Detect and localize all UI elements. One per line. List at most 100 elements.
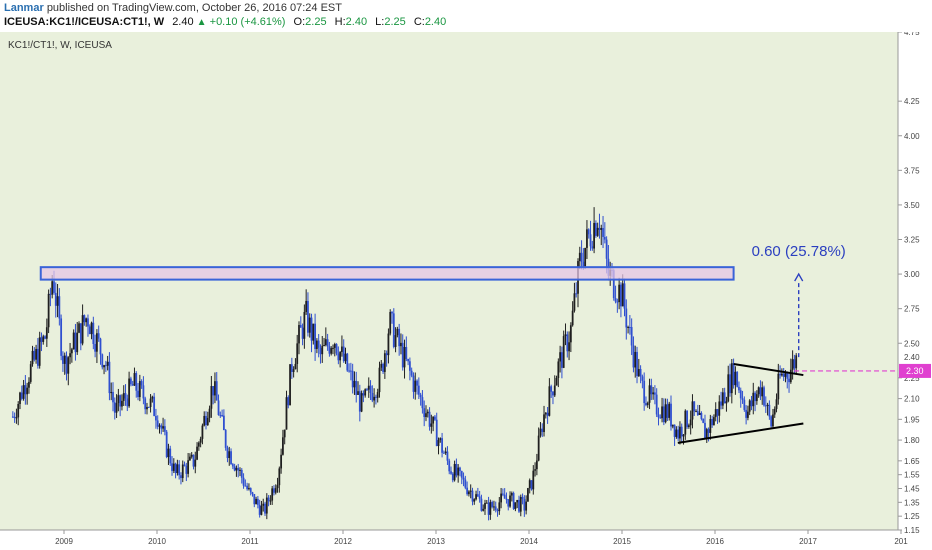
publisher-name[interactable]: Lanmar <box>4 2 44 14</box>
candle-body <box>49 293 52 295</box>
candle-body <box>144 398 147 410</box>
last-price: 2.40 <box>172 16 194 28</box>
candle-body <box>704 422 706 439</box>
candle-body <box>471 490 474 502</box>
candle-body <box>366 389 368 391</box>
candle-body <box>233 466 236 471</box>
candle-body <box>552 391 554 396</box>
candle-body <box>419 394 422 398</box>
candle-body <box>22 385 25 399</box>
candle-body <box>314 323 316 350</box>
candle-body <box>548 386 551 416</box>
candle-body <box>566 334 569 352</box>
candle-body <box>290 364 293 372</box>
candle-body <box>155 415 157 421</box>
candle-body <box>553 385 556 396</box>
candle-body <box>126 398 129 407</box>
candle-body <box>53 281 55 293</box>
open-label: O: <box>293 16 306 28</box>
candle-body <box>358 391 361 412</box>
candle-body <box>28 381 30 388</box>
candle-body <box>44 336 46 339</box>
candle-body <box>278 468 281 486</box>
candle-body <box>544 412 547 415</box>
candle-body <box>287 397 290 406</box>
candle-body <box>764 405 767 407</box>
price-axis[interactable] <box>898 32 932 550</box>
candle-body <box>385 353 388 356</box>
candle-body <box>702 418 705 423</box>
y-tick-label: 4.75 <box>904 32 920 37</box>
candle-body <box>383 353 386 372</box>
candle-body <box>421 397 424 409</box>
candle-body <box>239 469 241 471</box>
candle-body <box>255 498 257 505</box>
candle-body <box>373 396 376 401</box>
candle-body <box>110 391 113 394</box>
candle-body <box>15 417 18 419</box>
candle-body <box>512 493 515 509</box>
candle-body <box>435 419 438 447</box>
candle-body <box>786 373 789 379</box>
price-chart[interactable]: 0.60 (25.78%) 1.151.251.351.451.551.651.… <box>0 32 932 550</box>
candle-body <box>772 414 774 427</box>
candle-body <box>274 488 277 493</box>
candle-body <box>307 300 309 333</box>
candle-body <box>151 396 154 399</box>
y-tick-label: 2.75 <box>904 305 920 314</box>
candle-body <box>96 333 98 352</box>
candle-body <box>530 480 533 490</box>
candle-body <box>659 417 662 419</box>
close-label: C: <box>413 16 425 28</box>
candle-body <box>721 392 724 406</box>
candle-body <box>308 317 311 333</box>
candle-body <box>739 390 742 399</box>
candle-body <box>662 406 665 423</box>
candle-body <box>147 406 150 408</box>
candle-body <box>780 373 783 376</box>
candle-body <box>36 348 39 366</box>
candle-body <box>235 467 238 471</box>
triangle-upper-line <box>733 363 804 377</box>
close-value: 2.40 <box>424 16 447 28</box>
candle-body <box>264 503 266 514</box>
candle-body <box>761 387 764 397</box>
time-axis[interactable] <box>0 530 898 550</box>
candle-body <box>172 463 175 471</box>
price-badge-label: 2.30 <box>906 366 924 376</box>
candle-body <box>539 428 542 436</box>
candle-body <box>58 296 61 319</box>
candle-body <box>387 333 390 356</box>
candle-body <box>650 385 653 395</box>
candle-body <box>557 361 560 378</box>
candle-body <box>457 467 460 476</box>
x-tick-label: 2015 <box>613 537 631 546</box>
projection-arrow-icon <box>794 272 804 282</box>
candle-body <box>410 370 413 376</box>
candle-body <box>299 325 302 328</box>
candle-body <box>713 417 715 426</box>
candle-body <box>160 425 163 429</box>
candle-body <box>605 239 608 259</box>
candle-body <box>398 328 401 347</box>
candle-body <box>380 363 383 368</box>
candle-body <box>541 428 544 433</box>
candle-body <box>203 415 206 426</box>
triangle-lower-line <box>677 422 804 444</box>
plot-area[interactable] <box>0 32 898 530</box>
candle-body <box>446 451 449 461</box>
candle-body <box>582 261 585 267</box>
candle-body <box>81 315 84 344</box>
candle-body <box>455 463 458 476</box>
candle-body <box>559 352 562 362</box>
candle-body <box>335 344 338 354</box>
candle-body <box>108 361 111 394</box>
candle-body <box>568 342 570 352</box>
candle-body <box>153 396 156 416</box>
candle-body <box>432 416 435 424</box>
candle-body <box>720 401 722 406</box>
candle-body <box>441 438 443 453</box>
high-value: 2.40 <box>345 16 368 28</box>
candle-body <box>425 413 427 418</box>
candle-body <box>351 370 354 388</box>
